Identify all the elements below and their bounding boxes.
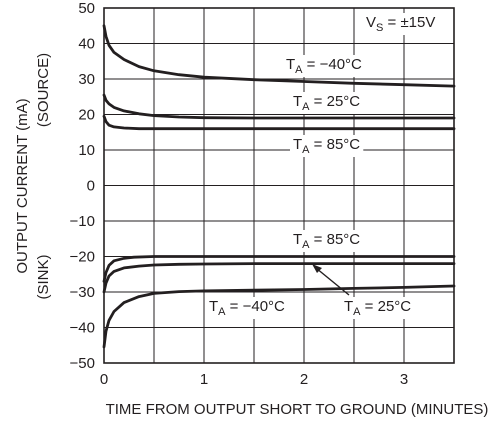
y-tick-label: 30 bbox=[78, 71, 95, 88]
curve-label-4-bg bbox=[341, 297, 415, 319]
arrow-line bbox=[315, 267, 350, 296]
y-tick-label: −30 bbox=[70, 284, 95, 301]
x-tick-label: 1 bbox=[200, 371, 208, 388]
curve-label-0: TA = −40°C bbox=[286, 56, 362, 76]
curve-label-5-bg bbox=[206, 297, 289, 319]
plot-frame bbox=[103, 7, 455, 364]
y-tick-label: −40 bbox=[70, 320, 95, 337]
curve-label-2-bg bbox=[290, 135, 364, 157]
curve-label-1-bg bbox=[290, 92, 364, 114]
y-tick-label: 50 bbox=[78, 0, 95, 17]
curve-label-3: TA = 85°C bbox=[293, 231, 360, 251]
y-tick-label: 40 bbox=[78, 36, 95, 53]
y-axis-label-source: (SOURCE) bbox=[35, 53, 52, 127]
y-tick-label: −20 bbox=[70, 249, 95, 266]
y-tick-label: 0 bbox=[87, 178, 95, 195]
series-line-0 bbox=[102, 24, 456, 88]
curve-label-4: TA = 25°C bbox=[344, 298, 411, 318]
series-line-5 bbox=[102, 284, 456, 349]
series-line-1 bbox=[102, 93, 456, 120]
y-tick-label: −50 bbox=[70, 355, 95, 372]
y-tick-label: 10 bbox=[78, 142, 95, 159]
series-lines bbox=[102, 24, 456, 349]
x-tick-labels: 0 1 2 3 bbox=[100, 371, 408, 388]
x-tick-label: 2 bbox=[300, 371, 308, 388]
x-axis-label: TIME FROM OUTPUT SHORT TO GROUND (MINUTE… bbox=[106, 401, 489, 418]
y-axis-label-sink: (SINK) bbox=[35, 254, 52, 299]
curve-label-5: TA = −40°C bbox=[209, 298, 285, 318]
x-tick-label: 0 bbox=[100, 371, 108, 388]
curve-label-0-bg bbox=[283, 55, 366, 77]
y-tick-label: −10 bbox=[70, 213, 95, 230]
curve-label-3-bg bbox=[290, 230, 364, 252]
series-line-3 bbox=[102, 255, 456, 283]
grid bbox=[103, 7, 455, 364]
supply-voltage-label-bg bbox=[363, 13, 439, 35]
curve-label-1: TA = 25°C bbox=[293, 93, 360, 113]
supply-voltage-label: VS = ±15V bbox=[366, 14, 435, 34]
y-tick-label: 20 bbox=[78, 107, 95, 124]
series-line-4 bbox=[102, 262, 456, 294]
arrow-head bbox=[312, 264, 322, 273]
x-tick-label: 3 bbox=[400, 371, 408, 388]
y-tick-labels: 50 40 30 20 10 0 −10 −20 −30 −40 −50 bbox=[70, 0, 95, 372]
y-axis-label: OUTPUT CURRENT (mA) bbox=[14, 98, 31, 273]
series-line-2 bbox=[102, 114, 456, 131]
curve-label-2: TA = 85°C bbox=[293, 136, 360, 156]
curve-labels: VS = ±15V TA = −40°C TA = 25°C TA = 85°C TA … bbox=[206, 13, 439, 319]
